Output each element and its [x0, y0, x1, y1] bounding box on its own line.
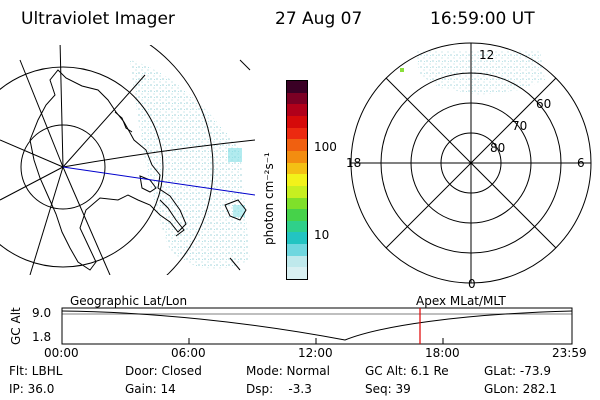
- status-gain: Gain: 14: [125, 382, 176, 396]
- mlt-label-12: 12: [479, 48, 495, 62]
- colorbar-swatch: [287, 162, 307, 175]
- y-tick-1-8: 1.8: [32, 330, 52, 344]
- mlat-label-70: 70: [512, 119, 528, 133]
- colorbar-unit-label: photon cm⁻²s⁻¹: [262, 152, 276, 245]
- status-dsp: Dsp: -3.3: [246, 382, 312, 396]
- instrument-title: Ultraviolet Imager: [21, 9, 175, 29]
- status-seq: Seq: 39: [365, 382, 411, 396]
- altitude-timeline: [61, 307, 573, 345]
- mlt-label-18: 18: [346, 156, 362, 170]
- colorbar-swatch: [287, 209, 307, 221]
- status-ip: IP: 36.0: [9, 382, 55, 396]
- status-glon: GLon: 282.1: [484, 382, 557, 396]
- status-door: Door: Closed: [125, 364, 202, 378]
- x-tick-0600: 06:00: [171, 346, 206, 360]
- mlt-label-0: 0: [468, 277, 476, 291]
- colorbar: [286, 80, 308, 280]
- colorbar-tick-10: 10: [314, 228, 330, 242]
- colorbar-swatch: [287, 92, 307, 105]
- colorbar-swatch: [287, 139, 307, 151]
- date-label: 27 Aug 07: [275, 9, 363, 29]
- x-tick-1200: 12:00: [298, 346, 333, 360]
- colorbar-swatch: [287, 255, 307, 268]
- colorbar-swatch: [287, 174, 307, 186]
- colorbar-swatch: [287, 267, 307, 279]
- x-tick-0000: 00:00: [44, 346, 79, 360]
- time-label: 16:59:00 UT: [430, 9, 535, 29]
- geographic-caption: Geographic Lat/Lon: [70, 294, 188, 308]
- y-tick-9: 9.0: [32, 306, 52, 320]
- status-gc-alt: GC Alt: 6.1 Re: [365, 364, 449, 378]
- x-tick-1800: 18:00: [425, 346, 460, 360]
- colorbar-swatch: [287, 220, 307, 233]
- mlat-label-80: 80: [490, 141, 506, 155]
- colorbar-swatch: [287, 150, 307, 163]
- status-flt: Flt: LBHL: [9, 364, 63, 378]
- apex-caption: Apex MLat/MLT: [416, 294, 506, 308]
- polar-plot: [350, 42, 592, 284]
- status-glat: GLat: -73.9: [484, 364, 551, 378]
- mlat-label-60: 60: [536, 97, 552, 111]
- colorbar-swatch: [287, 104, 307, 117]
- colorbar-swatch: [287, 81, 307, 93]
- colorbar-swatch: [287, 185, 307, 198]
- colorbar-swatch: [287, 197, 307, 210]
- colorbar-swatch: [287, 116, 307, 128]
- status-mode: Mode: Normal: [246, 364, 330, 378]
- colorbar-swatch: [287, 232, 307, 245]
- colorbar-swatch: [287, 244, 307, 256]
- mlt-label-6: 6: [577, 156, 585, 170]
- y-axis-label: GC Alt: [9, 307, 23, 345]
- colorbar-tick-100: 100: [314, 140, 337, 154]
- colorbar-swatch: [287, 127, 307, 140]
- x-tick-2359: 23:59: [552, 346, 587, 360]
